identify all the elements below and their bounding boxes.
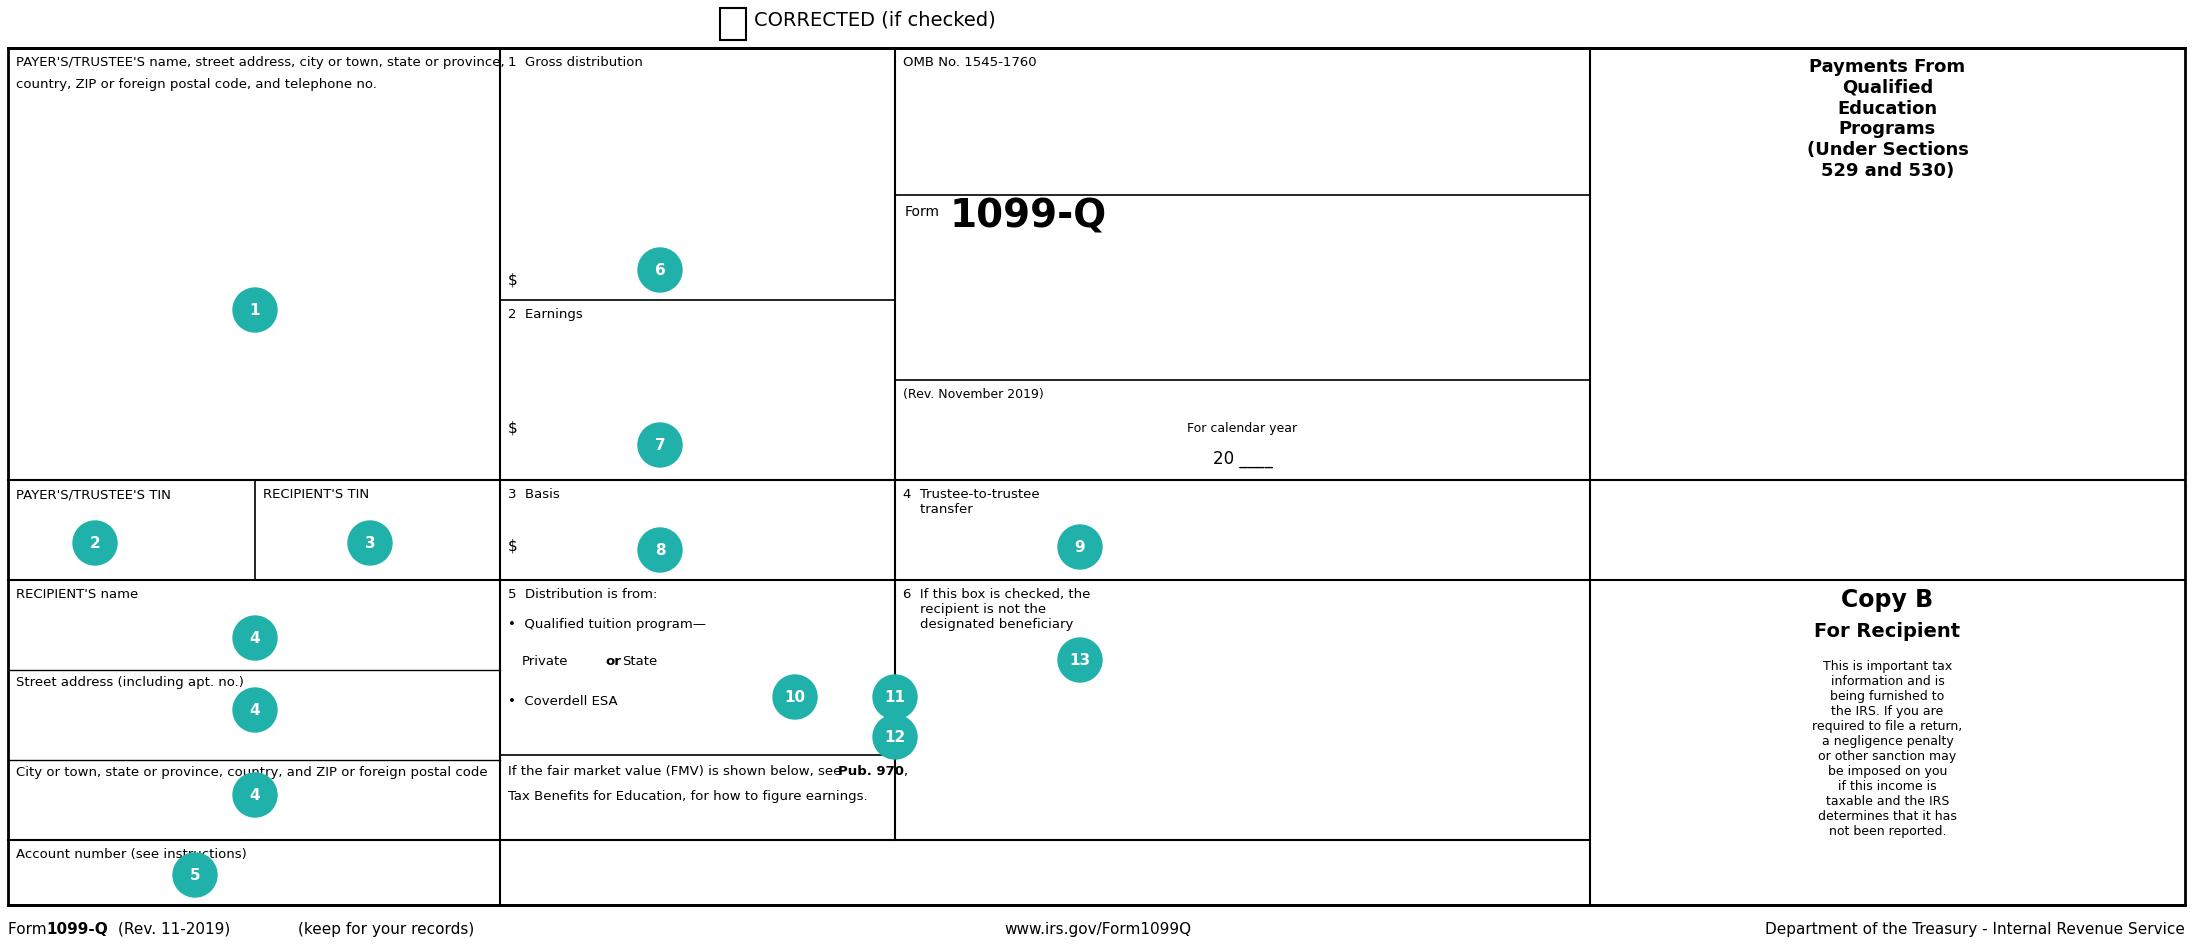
Text: Form: Form [9,921,50,937]
Text: or: or [606,655,621,668]
Circle shape [173,853,217,897]
Text: Private: Private [522,655,569,668]
Text: 7: 7 [654,437,665,452]
Text: Account number (see instructions): Account number (see instructions) [15,848,246,861]
Circle shape [349,521,393,565]
Text: 2: 2 [90,535,101,551]
Text: 5: 5 [189,867,200,883]
Text: 4: 4 [250,630,261,645]
Text: Form: Form [904,205,939,219]
Text: Tax Benefits for Education, for how to figure earnings.: Tax Benefits for Education, for how to f… [507,790,867,803]
Text: 2  Earnings: 2 Earnings [507,308,582,321]
Text: RECIPIENT'S name: RECIPIENT'S name [15,588,138,601]
Text: 3  Basis: 3 Basis [507,488,560,501]
Text: (Rev. November 2019): (Rev. November 2019) [902,388,1045,401]
Text: PAYER'S/TRUSTEE'S name, street address, city or town, state or province,: PAYER'S/TRUSTEE'S name, street address, … [15,56,505,69]
Text: 4  Trustee-to-trustee
    transfer: 4 Trustee-to-trustee transfer [902,488,1040,516]
Text: 3: 3 [364,535,375,551]
Text: •  Qualified tuition program—: • Qualified tuition program— [507,618,707,631]
Text: 6: 6 [654,262,665,277]
Text: 12: 12 [885,729,907,745]
Text: www.irs.gov/Form1099Q: www.irs.gov/Form1099Q [1003,921,1192,937]
Text: 6  If this box is checked, the
    recipient is not the
    designated beneficia: 6 If this box is checked, the recipient … [902,588,1091,631]
Circle shape [233,288,277,332]
Text: Payments From
Qualified
Education
Programs
(Under Sections
529 and 530): Payments From Qualified Education Progra… [1806,58,1969,180]
Circle shape [874,715,918,759]
Text: $: $ [507,272,518,287]
Text: City or town, state or province, country, and ZIP or foreign postal code: City or town, state or province, country… [15,766,487,779]
Circle shape [233,688,277,732]
Text: 10: 10 [784,690,806,705]
Text: CORRECTED (if checked): CORRECTED (if checked) [755,11,997,30]
Text: Department of the Treasury - Internal Revenue Service: Department of the Treasury - Internal Re… [1765,921,2184,937]
Text: Pub. 970: Pub. 970 [838,765,904,778]
Text: $: $ [507,420,518,435]
Text: State: State [621,655,656,668]
Circle shape [233,773,277,817]
Circle shape [639,528,683,572]
Text: 4: 4 [250,787,261,802]
Text: 9: 9 [1076,539,1084,554]
Text: 1: 1 [250,303,261,318]
Text: 8: 8 [654,542,665,557]
Text: 5  Distribution is from:: 5 Distribution is from: [507,588,656,601]
Circle shape [1058,525,1102,569]
Text: (keep for your records): (keep for your records) [299,921,474,937]
Circle shape [773,675,817,719]
Text: RECIPIENT'S TIN: RECIPIENT'S TIN [263,488,369,501]
Text: Street address (including apt. no.): Street address (including apt. no.) [15,676,244,689]
Text: 1  Gross distribution: 1 Gross distribution [507,56,643,69]
Text: ,: , [902,765,907,778]
Text: 1099-Q: 1099-Q [950,197,1106,235]
Circle shape [874,675,918,719]
Text: This is important tax
information and is
being furnished to
the IRS. If you are
: This is important tax information and is… [1813,660,1962,838]
Text: If the fair market value (FMV) is shown below, see: If the fair market value (FMV) is shown … [507,765,841,778]
Text: (Rev. 11-2019): (Rev. 11-2019) [119,921,230,937]
Circle shape [1058,638,1102,682]
Text: •  Coverdell ESA: • Coverdell ESA [507,695,617,708]
Text: Copy B: Copy B [1842,588,1934,612]
Circle shape [233,616,277,660]
Circle shape [639,423,683,467]
Text: $: $ [507,538,518,553]
Circle shape [72,521,116,565]
Text: 20 ____: 20 ____ [1212,450,1273,468]
Text: 1099-Q: 1099-Q [46,921,108,937]
Text: PAYER'S/TRUSTEE'S TIN: PAYER'S/TRUSTEE'S TIN [15,488,171,501]
Text: 4: 4 [250,703,261,717]
Text: For calendar year: For calendar year [1187,422,1297,435]
Text: country, ZIP or foreign postal code, and telephone no.: country, ZIP or foreign postal code, and… [15,78,378,91]
Circle shape [639,248,683,292]
Text: 13: 13 [1069,653,1091,668]
Text: For Recipient: For Recipient [1815,622,1960,641]
Text: OMB No. 1545-1760: OMB No. 1545-1760 [902,56,1036,69]
Text: 11: 11 [885,690,907,705]
Bar [720,8,746,40]
